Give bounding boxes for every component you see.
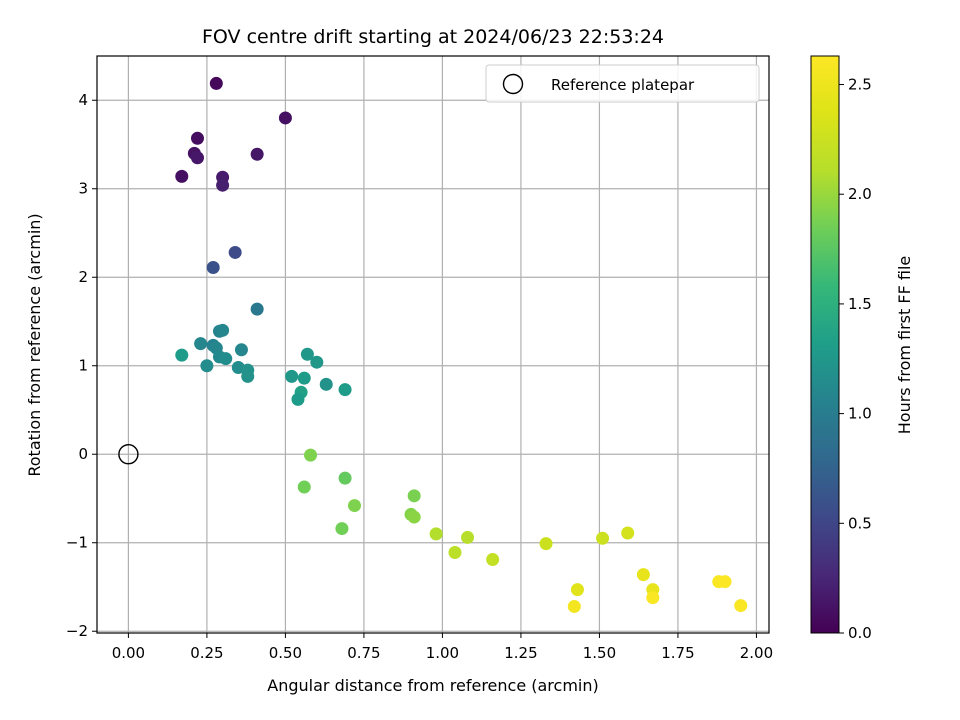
data-point [338,471,352,485]
colorbar-tick-label: 1.5 [848,295,872,313]
data-point [448,545,462,559]
x-axis-ticks: 0.00 0.25 0.50 0.75 1.00 1.25 1.50 1.75 2.00 [112,633,773,662]
y-axis-ticks: −2 −1 0 1 2 3 4 [66,91,97,640]
data-point [310,355,324,369]
data-point [335,522,349,536]
x-tick-label: 1.50 [583,644,616,662]
data-point [407,489,421,503]
data-point [570,583,584,597]
data-point [297,371,311,385]
legend-entry-reference: Reference platepar [551,76,695,94]
y-tick-label: 0 [78,445,88,463]
data-point [228,245,242,259]
colorbar-tick-label: 1.0 [848,405,872,423]
data-point [338,383,352,397]
colorbar: 0.0 0.5 1.0 1.5 2.0 2.5 Hours from first FF f… [810,55,914,642]
y-tick-label: 3 [78,180,88,198]
x-axis-title: Angular distance from reference (arcmin) [267,676,598,695]
legend: Reference platepar [485,64,760,103]
data-point [718,575,732,589]
y-tick-label: 4 [78,91,88,109]
data-point [621,526,635,540]
grid-lines [97,56,769,633]
data-point [234,343,248,357]
x-tick-label: 1.00 [426,644,459,662]
colorbar-tick-label: 0.5 [848,514,872,532]
data-point [539,537,553,551]
data-point [216,178,230,192]
x-tick-label: 0.75 [347,644,380,662]
data-point [285,369,299,383]
data-point [291,392,305,406]
reference-marker-layer [118,444,139,465]
y-tick-label: 2 [78,268,88,286]
colorbar-ticks: 0.0 0.5 1.0 1.5 2.0 2.5 [839,76,872,642]
data-point [567,599,581,613]
colorbar-tick-label: 2.5 [848,76,872,94]
data-point [200,359,214,373]
data-point [297,480,311,494]
data-point [429,527,443,541]
data-point [175,348,189,362]
data-point [250,147,264,161]
y-tick-label: 1 [78,357,88,375]
data-point [636,568,650,582]
legend-box [485,64,760,103]
data-point [300,347,314,361]
data-point [319,377,333,391]
y-axis-title: Rotation from reference (arcmin) [25,213,44,476]
x-tick-label: 0.00 [112,644,145,662]
data-point [278,111,292,125]
data-point [206,261,220,275]
colorbar-label: Hours from first FF file [895,256,914,435]
data-point [250,302,264,316]
x-tick-label: 2.00 [740,644,773,662]
legend-reference-marker [502,73,524,95]
data-points [175,76,748,613]
data-point [190,151,204,165]
plot-frame [96,55,770,634]
data-point [219,352,233,366]
y-tick-label: −2 [66,622,88,640]
reference-platepar-marker [118,444,139,465]
data-point [596,531,610,545]
colorbar-gradient [810,55,840,634]
data-point [461,530,475,544]
data-point [734,599,748,613]
data-point [304,448,318,462]
colorbar-tick-label: 0.0 [848,624,872,642]
x-tick-label: 1.75 [661,644,694,662]
colorbar-tick-label: 2.0 [848,185,872,203]
y-tick-label: −1 [66,534,88,552]
data-point [216,323,230,337]
data-point [241,369,255,383]
chart-title: FOV centre drift starting at 2024/06/23 … [202,26,664,48]
x-tick-label: 0.50 [269,644,302,662]
data-point [486,553,500,567]
data-point [347,499,361,513]
data-point [175,169,189,183]
data-point [190,131,204,145]
data-point [407,510,421,524]
x-tick-label: 0.25 [190,644,223,662]
data-point [209,76,223,90]
x-tick-label: 1.25 [504,644,537,662]
data-point [646,591,660,605]
data-point [194,337,208,351]
